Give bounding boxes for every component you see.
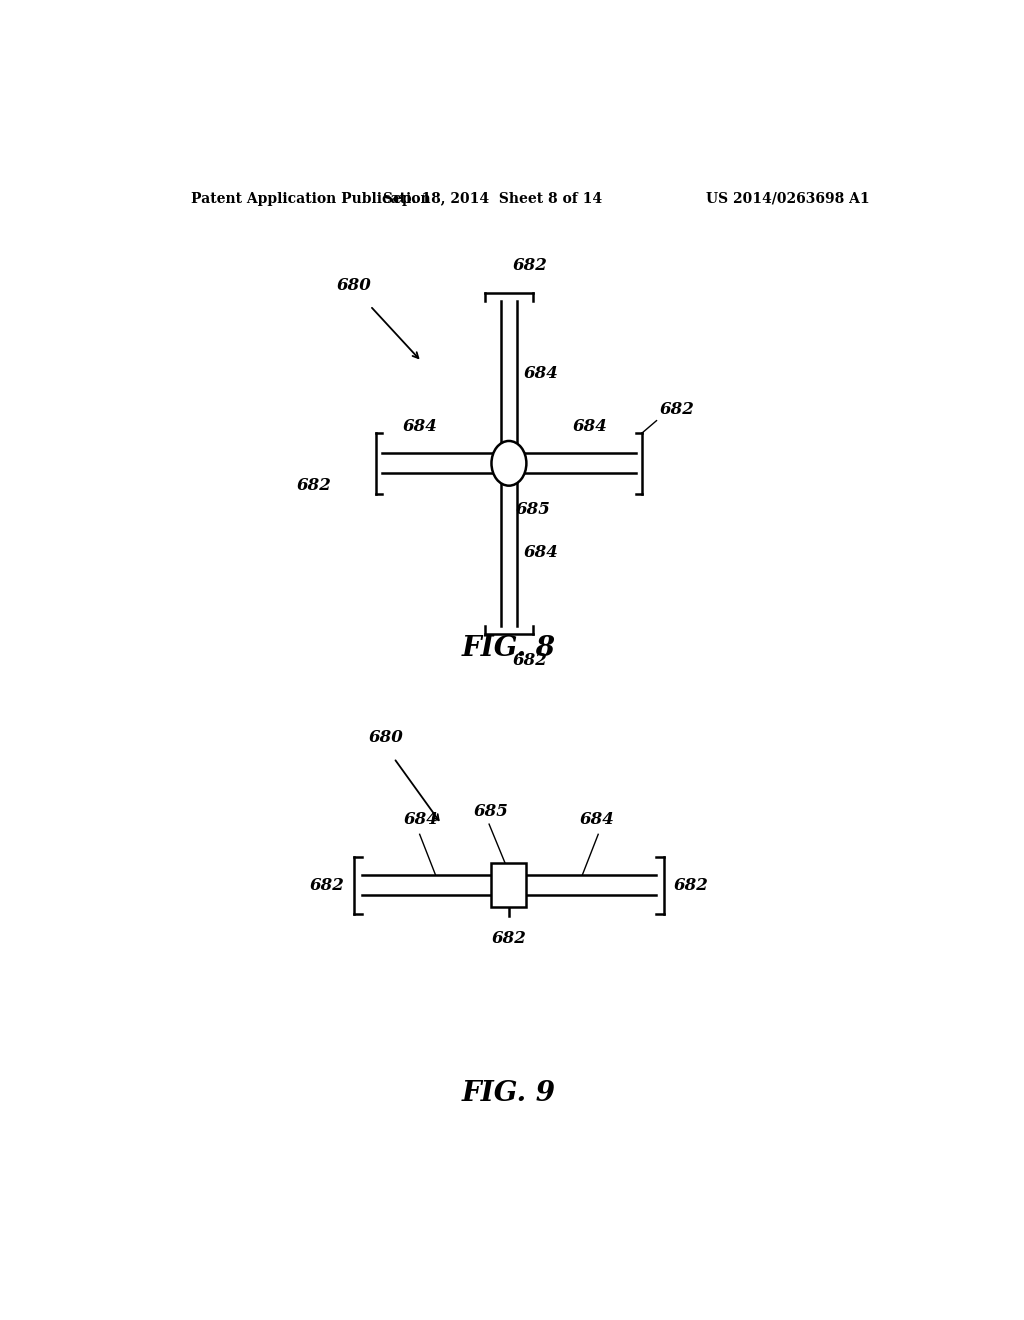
Text: 682: 682 [296,478,331,494]
Text: 684: 684 [580,812,614,828]
Text: 684: 684 [523,544,558,561]
Text: 682: 682 [673,876,708,894]
Text: Sep. 18, 2014  Sheet 8 of 14: Sep. 18, 2014 Sheet 8 of 14 [384,191,602,206]
Text: 682: 682 [492,929,526,946]
Text: 685: 685 [474,803,509,820]
Bar [492,863,526,907]
Text: 682: 682 [513,652,548,669]
Text: 680: 680 [369,729,403,746]
Text: FIG. 9: FIG. 9 [462,1080,556,1107]
Text: 684: 684 [403,812,438,828]
Text: 680: 680 [337,277,372,293]
Text: 685: 685 [515,500,550,517]
Text: 684: 684 [402,418,437,434]
Text: 684: 684 [523,366,558,383]
Text: 682: 682 [659,400,694,417]
Text: 682: 682 [310,876,345,894]
Text: FIG. 8: FIG. 8 [462,635,556,661]
Text: 684: 684 [572,418,607,434]
Text: 682: 682 [513,257,548,275]
Text: US 2014/0263698 A1: US 2014/0263698 A1 [707,191,870,206]
Circle shape [492,441,526,486]
Text: Patent Application Publication: Patent Application Publication [191,191,431,206]
